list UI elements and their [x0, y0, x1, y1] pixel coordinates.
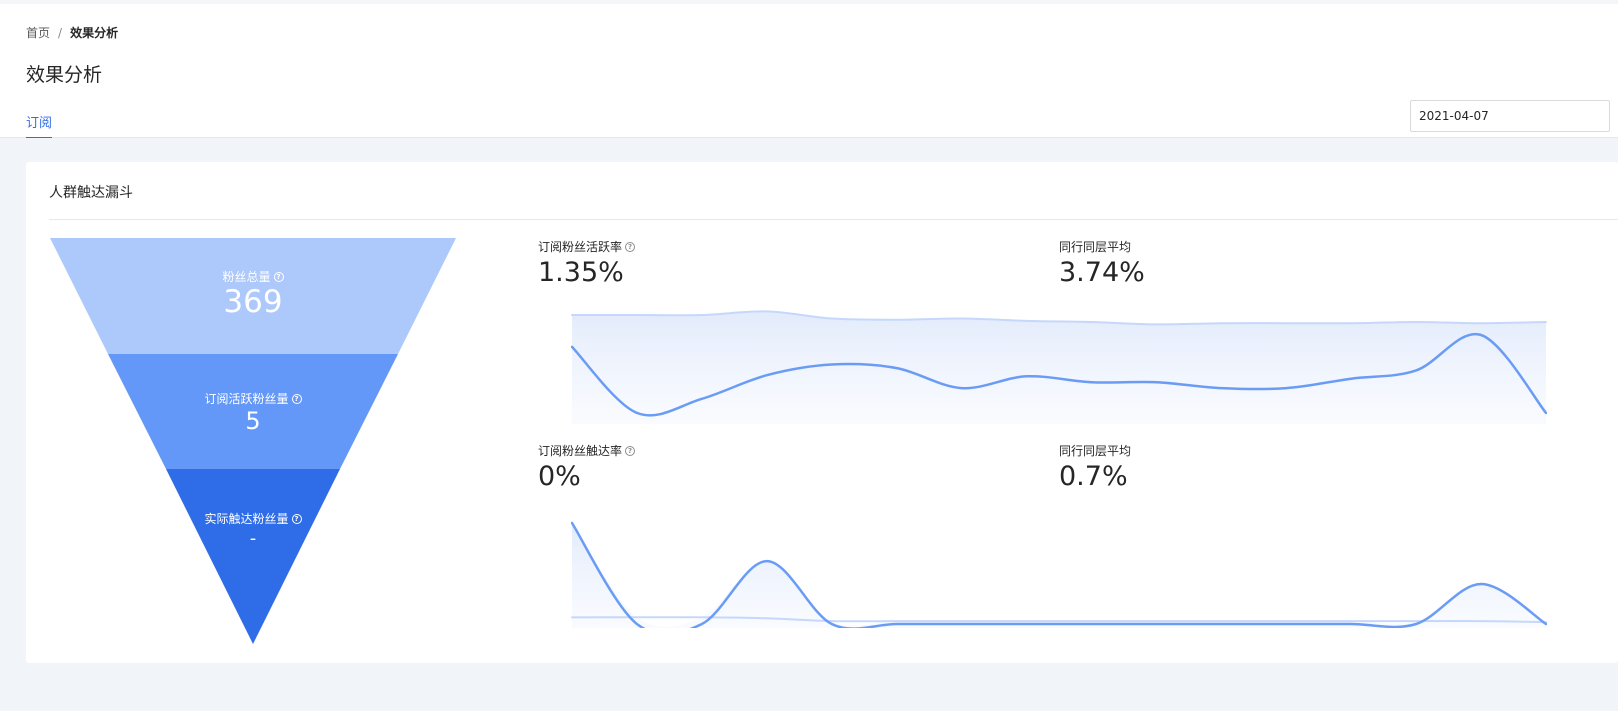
breadcrumb-current: 效果分析 — [70, 26, 119, 40]
funnel-reached-value: - — [249, 528, 257, 549]
trend-line-primary — [571, 521, 1547, 628]
page-title: 效果分析 — [26, 64, 103, 86]
funnel-active-text: 订阅活跃粉丝量 ? 5 — [103, 388, 403, 435]
active-rate-trend-chart — [571, 310, 1547, 424]
reach-funnel: 粉丝总量 ? 369 订阅活跃粉丝量 ? 5 实际触达粉丝量 ? - — [50, 238, 456, 644]
metric-active-rate-label: 订阅粉丝活跃率 ? — [538, 238, 636, 255]
trend-area — [572, 311, 1546, 424]
breadcrumb-separator: / — [58, 25, 63, 40]
funnel-active-label: 订阅活跃粉丝量 ? — [204, 390, 302, 407]
funnel-active-value: 5 — [245, 407, 261, 435]
funnel-level-active — [108, 354, 398, 469]
metric-active-rate-label-text: 订阅粉丝活跃率 — [538, 240, 623, 254]
metric-reach-peer-value: 0.7% — [1059, 461, 1128, 492]
help-icon[interactable]: ? — [291, 513, 302, 524]
trend-line-primary — [571, 332, 1547, 417]
metric-active-peer-value: 3.74% — [1059, 257, 1145, 288]
help-icon[interactable]: ? — [273, 271, 284, 282]
trend-line-peer — [571, 310, 1547, 326]
metric-reach-peer: 同行同层平均 0.7% — [1059, 442, 1131, 492]
card-title: 人群触达漏斗 — [49, 185, 133, 201]
funnel-graphic — [50, 238, 456, 644]
page-header: 首页 / 效果分析 效果分析 订阅 2021-04-07 — [0, 4, 1618, 139]
funnel-fans-label-text: 粉丝总量 — [222, 270, 271, 284]
metric-active-rate: 订阅粉丝活跃率 ? 1.35% — [538, 238, 636, 288]
breadcrumb: 首页 / 效果分析 — [26, 24, 118, 41]
funnel-level-reached — [166, 469, 340, 644]
metric-active-peer: 同行同层平均 3.74% — [1059, 238, 1145, 288]
metric-reach-rate-label-text: 订阅粉丝触达率 — [538, 444, 623, 458]
funnel-fans-label: 粉丝总量 ? — [222, 268, 284, 285]
main-content: 人群触达漏斗 粉丝总量 ? 369 订阅活跃粉丝量 ? 5 — [0, 138, 1618, 711]
trend-area — [572, 523, 1546, 628]
funnel-reached-label: 实际触达粉丝量 ? — [204, 510, 302, 527]
help-icon[interactable]: ? — [291, 393, 302, 404]
metric-active-peer-label: 同行同层平均 — [1059, 240, 1132, 254]
breadcrumb-home[interactable]: 首页 — [26, 26, 51, 40]
reach-rate-trend-chart — [571, 521, 1547, 628]
help-icon[interactable]: ? — [625, 241, 636, 252]
tab-subscription[interactable]: 订阅 — [26, 112, 53, 139]
funnel-reached-label-text: 实际触达粉丝量 — [204, 512, 289, 526]
metric-reach-rate-label: 订阅粉丝触达率 ? — [538, 442, 636, 459]
funnel-active-label-text: 订阅活跃粉丝量 — [204, 392, 289, 406]
divider — [49, 219, 1618, 220]
top-border — [0, 0, 1618, 4]
funnel-card: 人群触达漏斗 粉丝总量 ? 369 订阅活跃粉丝量 ? 5 — [26, 162, 1618, 663]
metric-reach-peer-label: 同行同层平均 — [1059, 444, 1132, 458]
metric-reach-rate-value: 0% — [538, 461, 581, 492]
funnel-reached-text: 实际触达粉丝量 ? - — [103, 508, 403, 551]
funnel-level-fans — [50, 238, 456, 354]
date-picker[interactable]: 2021-04-07 — [1410, 100, 1610, 132]
funnel-fans-text: 粉丝总量 ? 369 — [103, 266, 403, 319]
funnel-fans-value: 369 — [223, 284, 283, 320]
trend-line-peer — [571, 616, 1547, 624]
metric-active-rate-value: 1.35% — [538, 257, 624, 288]
help-icon[interactable]: ? — [625, 445, 636, 456]
metric-reach-rate: 订阅粉丝触达率 ? 0% — [538, 442, 636, 492]
